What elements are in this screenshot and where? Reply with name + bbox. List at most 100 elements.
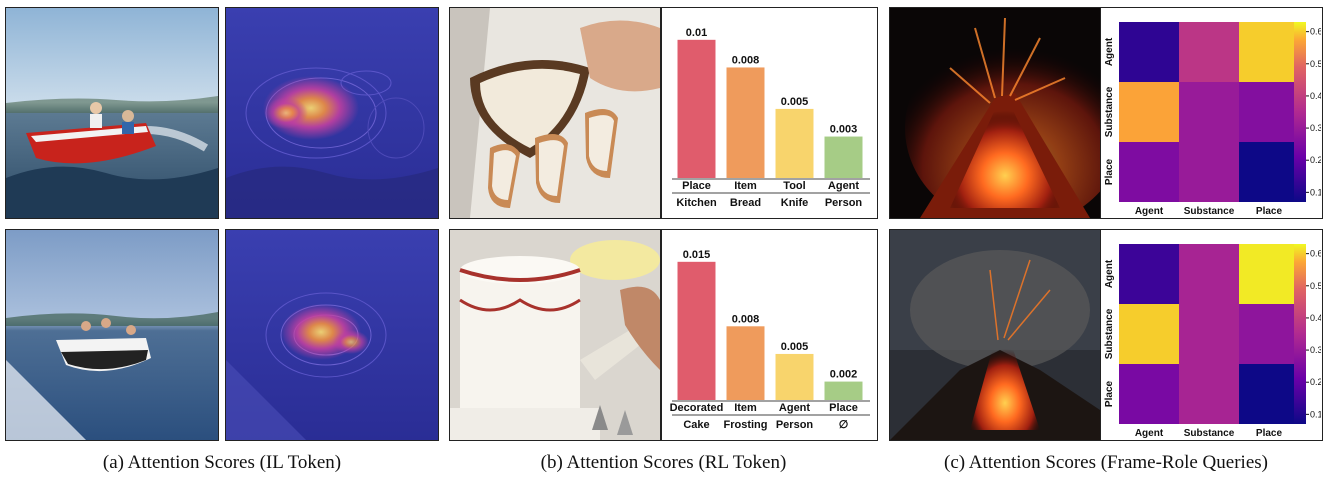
bar-chart-svg: 0.015 Decorated Cake 0.008 Item Frosting 0.005… xyxy=(670,249,870,431)
heatmap-cell xyxy=(1239,22,1299,82)
bar-value-label: 0.008 xyxy=(732,54,760,66)
heatmap-svg: Agent Substance Place Agent Substance Place 0.… xyxy=(1104,22,1322,217)
heatmap-row-label: Substance xyxy=(1104,308,1115,359)
volcano-photo-top xyxy=(889,7,1101,219)
noun-label: Kitchen xyxy=(676,197,717,209)
colorbar xyxy=(1294,22,1306,202)
heatmap-cell xyxy=(1179,304,1239,364)
bread-photo xyxy=(449,7,661,219)
heatmap-row-label: Substance xyxy=(1104,86,1115,137)
attention-overlay-top xyxy=(225,7,439,219)
bar-value-label: 0.01 xyxy=(686,27,707,39)
heatmap-cell xyxy=(1179,364,1239,424)
heatmap-cell xyxy=(1119,244,1179,304)
heatmap-col-label: Place xyxy=(1256,206,1283,217)
bar-agent xyxy=(824,136,863,178)
boat-photo-top xyxy=(5,7,219,219)
role-label: Decorated xyxy=(670,402,724,414)
role-label: Tool xyxy=(783,180,805,192)
heatmap-panel-top: Agent Substance Place Agent Substance Place 0.… xyxy=(1101,7,1323,219)
colorbar-tick-label: 0.1 xyxy=(1310,187,1321,197)
heatmap-row-label: Place xyxy=(1104,380,1115,407)
heatmap-cell xyxy=(1179,82,1239,142)
attention-overlay-bottom xyxy=(225,229,439,441)
volcano-photo-bottom xyxy=(889,229,1101,441)
bar-item xyxy=(726,67,765,178)
heatmap-col-label: Substance xyxy=(1184,428,1235,439)
heatmap-panel-bottom: Agent Substance Place Agent Substance Place 0.… xyxy=(1101,229,1323,441)
volcano-photo-icon xyxy=(890,230,1100,440)
colorbar-tick-label: 0.6 xyxy=(1310,249,1321,259)
bar-place xyxy=(824,381,863,400)
caption-a: (a) Attention Scores (IL Token) xyxy=(102,452,342,473)
heatmap-cell xyxy=(1119,304,1179,364)
colorbar-tick-label: 0.5 xyxy=(1310,59,1321,69)
heatmap-cell xyxy=(1239,142,1299,202)
heatmap-cell xyxy=(1119,364,1179,424)
heatmap-row-label: Agent xyxy=(1104,37,1115,66)
heatmap-col-label: Agent xyxy=(1135,206,1164,217)
noun-label: Knife xyxy=(781,197,809,209)
attention-overlay-icon xyxy=(226,230,438,440)
heatmap-cell xyxy=(1239,304,1299,364)
bar-value-label: 0.005 xyxy=(781,341,809,353)
heatmap-svg: Agent Substance Place Agent Substance Place 0.… xyxy=(1104,244,1322,439)
colorbar xyxy=(1294,244,1306,424)
boat-photo-bottom xyxy=(5,229,219,441)
speedboat-photo-icon xyxy=(6,8,218,218)
bar-item xyxy=(726,326,765,400)
heatmap-row-label: Place xyxy=(1104,158,1115,185)
caption-b: (b) Attention Scores (RL Token) xyxy=(540,452,787,473)
heatmap-cell xyxy=(1239,82,1299,142)
bar-chart-svg: 0.01 Place Kitchen 0.008 Item Bread 0.005 Tool K… xyxy=(672,27,870,209)
role-label: Place xyxy=(829,402,858,414)
heatmap-cell xyxy=(1119,82,1179,142)
role-label: Item xyxy=(734,180,757,192)
cake-photo xyxy=(449,229,661,441)
noun-label: Cake xyxy=(683,419,709,431)
bar-decorated xyxy=(677,261,716,400)
heatmap-cell xyxy=(1179,244,1239,304)
speedboat-photo-icon xyxy=(6,230,218,440)
heatmap-cell xyxy=(1239,364,1299,424)
bar-chart-top: 0.01 Place Kitchen 0.008 Item Bread 0.005 Tool K… xyxy=(661,7,878,219)
bar-place xyxy=(677,39,716,179)
role-label: Agent xyxy=(779,402,811,414)
colorbar-tick-label: 0.6 xyxy=(1310,27,1321,37)
noun-label: Frosting xyxy=(724,419,768,431)
colorbar-tick-label: 0.2 xyxy=(1310,377,1321,387)
heatmap-cell xyxy=(1179,22,1239,82)
attention-overlay-icon xyxy=(226,8,438,218)
colorbar-tick-label: 0.5 xyxy=(1310,281,1321,291)
colorbar-tick-label: 0.2 xyxy=(1310,155,1321,165)
bar-value-label: 0.008 xyxy=(732,313,760,325)
noun-label: Person xyxy=(776,419,814,431)
noun-label: ∅ xyxy=(839,419,849,431)
heatmap-col-label: Agent xyxy=(1135,428,1164,439)
bread-spreading-photo-icon xyxy=(450,8,660,218)
role-label: Item xyxy=(734,402,757,414)
bar-tool xyxy=(775,108,814,178)
heatmap-cell xyxy=(1119,142,1179,202)
noun-label: Bread xyxy=(730,197,761,209)
heatmap-cell xyxy=(1179,142,1239,202)
role-label: Place xyxy=(682,180,711,192)
bar-value-label: 0.002 xyxy=(830,369,858,381)
noun-label: Person xyxy=(825,197,863,209)
colorbar-tick-label: 0.3 xyxy=(1310,123,1321,133)
bar-chart-bottom: 0.015 Decorated Cake 0.008 Item Frosting 0.005… xyxy=(661,229,878,441)
heatmap-col-label: Substance xyxy=(1184,206,1235,217)
colorbar-tick-label: 0.3 xyxy=(1310,345,1321,355)
heatmap-cell xyxy=(1119,22,1179,82)
cake-decorating-photo-icon xyxy=(450,230,660,440)
bar-value-label: 0.015 xyxy=(683,249,711,261)
bar-value-label: 0.005 xyxy=(781,96,809,108)
heatmap-row-label: Agent xyxy=(1104,259,1115,288)
colorbar-tick-label: 0.1 xyxy=(1310,409,1321,419)
bar-value-label: 0.003 xyxy=(830,124,858,136)
bar-agent xyxy=(775,353,814,400)
heatmap-cell xyxy=(1239,244,1299,304)
volcano-photo-icon xyxy=(890,8,1100,218)
colorbar-tick-label: 0.4 xyxy=(1310,313,1321,323)
heatmap-col-label: Place xyxy=(1256,428,1283,439)
